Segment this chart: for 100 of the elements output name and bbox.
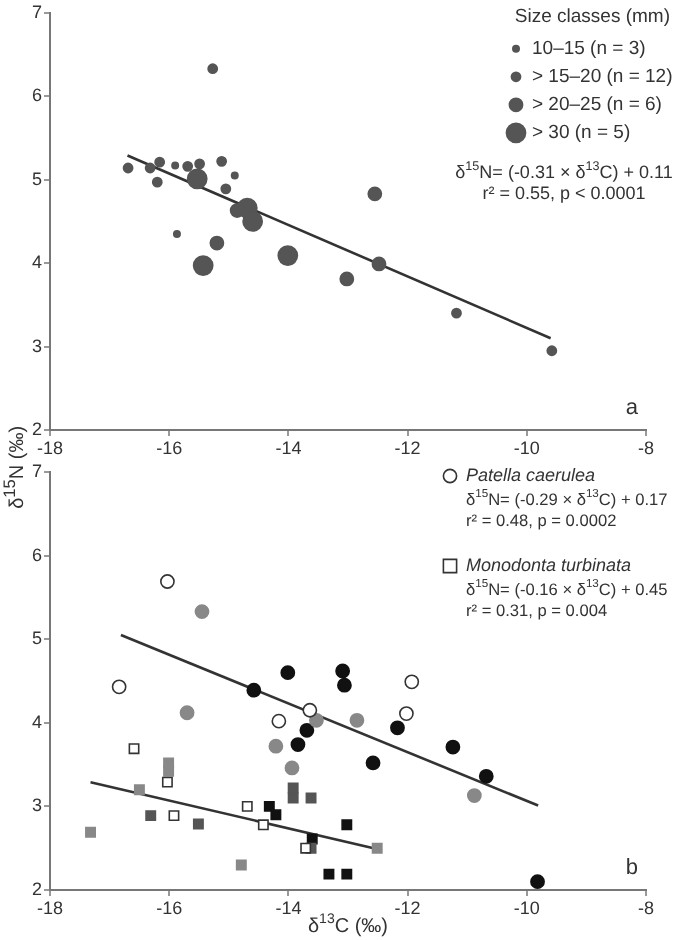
point (230, 171, 239, 180)
legend-label: > 20–25 (n = 6) (532, 94, 662, 117)
x-tick-label: -10 (513, 437, 540, 458)
point (341, 819, 353, 831)
point (216, 155, 228, 167)
point (241, 800, 253, 812)
point (290, 737, 306, 752)
y-tick-label: 7 (31, 1, 42, 22)
y-tick-label: 5 (31, 168, 42, 189)
point (263, 800, 275, 812)
point (128, 743, 140, 755)
y-tick-label: 3 (31, 795, 42, 816)
point (194, 604, 210, 620)
annotation: b (625, 856, 639, 881)
point (168, 810, 180, 822)
y-tick-label: 6 (31, 85, 42, 106)
y-tick-label: 3 (31, 335, 42, 356)
point (337, 677, 352, 693)
point (309, 712, 324, 728)
point (277, 245, 299, 267)
legend-label: Patella caerulea (466, 465, 596, 485)
y-tick-label: 4 (31, 711, 42, 732)
annotation: r² = 0.48, p = 0.0002 (466, 509, 618, 530)
legend-label: Monodonta turbinata (466, 555, 632, 575)
point (341, 868, 353, 880)
y-tick-label: 6 (31, 544, 42, 565)
legend-title: Size classes (mm) (514, 6, 671, 29)
point (207, 63, 219, 75)
point (144, 162, 156, 174)
point (85, 826, 96, 838)
point (349, 712, 365, 728)
point (451, 307, 462, 319)
point (302, 702, 318, 718)
point (546, 345, 558, 357)
x-tick-label: -18 (36, 897, 64, 918)
point (299, 722, 315, 738)
x-tick-label: -16 (156, 897, 183, 918)
point (182, 160, 194, 172)
point (371, 256, 387, 272)
point (235, 859, 247, 871)
point (270, 809, 282, 821)
point (530, 874, 545, 890)
point (220, 183, 232, 195)
legend-label: 10–15 (n = 3) (532, 38, 646, 61)
annotation: r² = 0.55, p < 0.0001 (482, 182, 646, 203)
point (179, 705, 195, 721)
point (145, 810, 157, 822)
x-tick-label: -8 (637, 437, 655, 458)
point (371, 842, 383, 854)
point (160, 574, 175, 589)
legend-label: > 30 (n = 5) (532, 122, 631, 145)
point (305, 792, 317, 804)
point (242, 211, 264, 232)
x-tick-label: -14 (275, 897, 302, 918)
x-tick-label: -18 (36, 437, 64, 458)
point (323, 868, 335, 880)
point (271, 713, 287, 729)
point (161, 776, 173, 788)
point (151, 176, 163, 188)
point (111, 679, 127, 695)
point (478, 768, 494, 784)
y-tick-label: 4 (31, 252, 42, 273)
point (365, 755, 381, 771)
x-tick-label: -14 (275, 437, 302, 458)
annotation: a (625, 396, 640, 421)
x-tick-label: -16 (156, 437, 183, 458)
point (194, 158, 205, 170)
x-tick-label: -8 (637, 897, 655, 918)
point (466, 788, 482, 803)
point (445, 739, 461, 755)
point (154, 156, 166, 168)
point (122, 162, 134, 174)
x-tick-label: -12 (394, 897, 421, 918)
point (300, 842, 312, 854)
point (280, 665, 296, 681)
y-tick-label: 5 (31, 628, 42, 649)
point (399, 706, 414, 721)
point (287, 782, 299, 794)
point (268, 738, 284, 754)
point (246, 682, 262, 698)
y-tick-label: 2 (31, 878, 42, 899)
annotation: r² = 0.31, p = 0.004 (466, 599, 608, 620)
y-tick-label: 7 (31, 460, 42, 481)
point (404, 674, 420, 690)
point (257, 819, 269, 831)
point (287, 792, 299, 804)
point (390, 720, 405, 736)
point (284, 760, 300, 776)
point (339, 271, 355, 287)
point (172, 229, 181, 238)
point (163, 765, 175, 777)
point (171, 161, 180, 170)
point (209, 235, 225, 251)
x-tick-label: -12 (394, 437, 421, 458)
point (367, 186, 383, 202)
point (335, 663, 351, 679)
point (192, 255, 214, 277)
point (133, 784, 145, 796)
point (192, 818, 204, 830)
point (186, 168, 208, 190)
